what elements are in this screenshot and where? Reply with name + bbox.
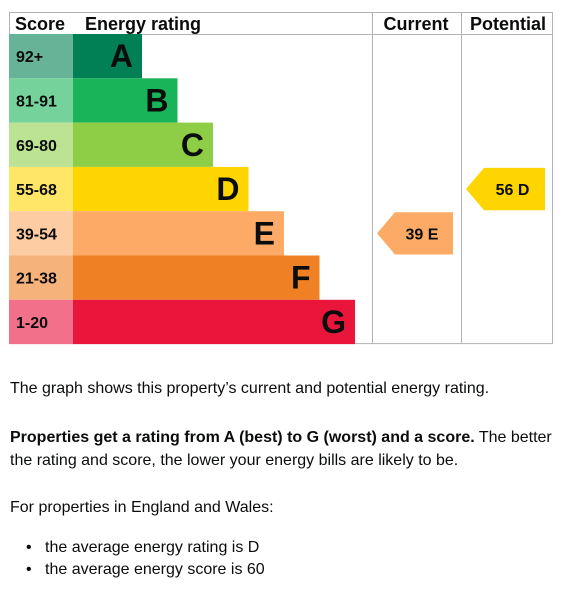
band-bar-d: [73, 166, 249, 212]
band-bar-b: [73, 78, 178, 123]
header-current: Current: [383, 14, 448, 34]
score-range-label-d: 55-68: [16, 182, 57, 199]
score-range-cell-d: [9, 166, 73, 212]
rating-explanation: Properties get a rating from A (best) to…: [10, 426, 555, 472]
score-range-cell-c: [9, 122, 73, 167]
rating-explanation-bold: Properties get a rating from A (best) to…: [10, 429, 475, 446]
band-bar-g: [73, 299, 355, 345]
score-range-label-b: 81-91: [16, 93, 57, 110]
energy-rating-chart: 92+ A81-91 B69-80 C55-68 D39-54 E21-38 F1-20 G …: [9, 12, 553, 345]
score-range-label-g: 1-20: [16, 315, 48, 332]
current-rating-label: 39 E: [406, 226, 439, 243]
band-letter-d: D: [216, 171, 239, 207]
score-range-label-a: 92+: [16, 49, 43, 66]
score-range-cell-e: [9, 211, 73, 256]
list-item: the average energy rating is D: [26, 537, 265, 559]
score-range-label-f: 21-38: [16, 271, 57, 288]
band-bar-e: [73, 211, 284, 256]
band-letter-g: G: [321, 304, 346, 340]
region-note: For properties in England and Wales:: [10, 499, 274, 516]
band-bar-a: [73, 34, 142, 79]
band-letter-a: A: [110, 38, 133, 74]
header-score: Score: [15, 14, 65, 34]
rating-bands: 92+ A 81-91 B 69-80 C 55-68 D 39-54 E 21-38 F 1-20 G: [9, 34, 355, 345]
header-potential: Potential: [470, 14, 546, 34]
band-letter-b: B: [145, 82, 168, 118]
band-letter-c: C: [181, 127, 204, 163]
header-energy-rating: Energy rating: [85, 14, 201, 34]
potential-rating-label: 56 D: [496, 182, 530, 199]
rating-explanation-rest: The better the rating and score, the low…: [10, 429, 552, 469]
score-range-label-e: 39-54: [16, 226, 57, 243]
band-bar-c: [73, 122, 213, 167]
rating-markers: 39 E 56 D: [377, 167, 545, 255]
potential-rating-arrow: [466, 167, 545, 211]
score-range-cell-g: [9, 299, 73, 345]
band-bar-f: [73, 255, 320, 300]
score-range-cell-b: [9, 78, 73, 123]
score-range-label-c: 69-80: [16, 138, 57, 155]
list-item: the average energy score is 60: [26, 559, 265, 581]
band-letter-f: F: [291, 260, 311, 296]
band-letter-e: E: [254, 215, 275, 251]
score-range-cell-a: [9, 34, 73, 79]
graph-description: The graph shows this property’s current …: [10, 380, 490, 397]
current-rating-arrow: [377, 212, 453, 255]
score-range-cell-f: [9, 255, 73, 300]
average-list: the average energy rating is D the avera…: [10, 537, 265, 581]
column-headers: Score Energy rating Current Potential: [15, 14, 546, 34]
